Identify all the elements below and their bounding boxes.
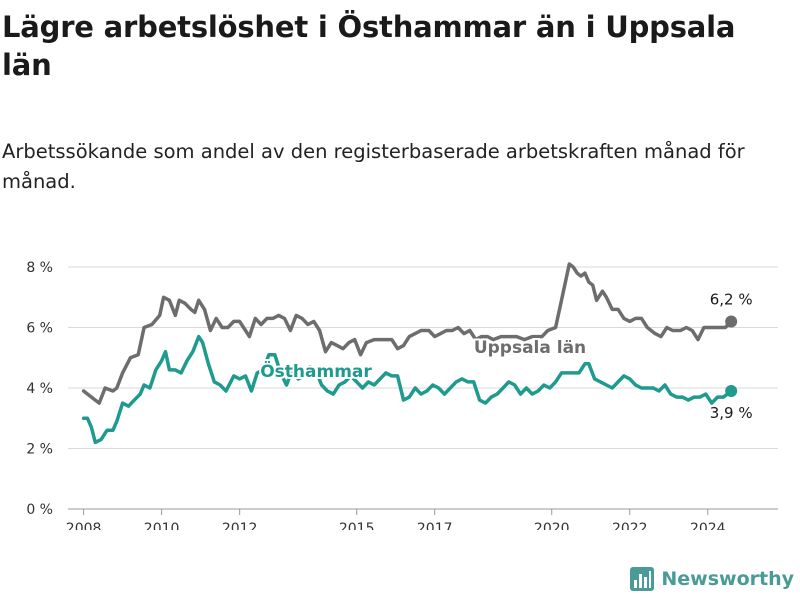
series-end-point — [725, 385, 738, 398]
page-subtitle: Arbetssökande som andel av den registerb… — [2, 140, 745, 193]
y-tick-label: 4 % — [26, 381, 53, 397]
y-tick-label: 8 % — [26, 260, 53, 276]
series-end-label: 3,9 % — [710, 404, 753, 422]
bar-chart-logo-icon — [630, 567, 655, 591]
series-end-point — [725, 315, 738, 328]
series-labels: Uppsala län 6,2 % Östhammar 3,9 % — [258, 288, 754, 424]
x-tick-label: 2010 — [144, 521, 180, 530]
series-end-label: 6,2 % — [710, 290, 753, 308]
y-tick-label: 2 % — [26, 442, 53, 458]
brand-logo[interactable]: Newsworthy — [629, 564, 794, 594]
x-tick-label: 2017 — [417, 521, 453, 530]
y-tick-label: 0 % — [26, 502, 53, 518]
x-tick-label: 2008 — [66, 521, 102, 530]
brand-name: Newsworthy — [661, 568, 794, 590]
x-tick-label: 2022 — [612, 521, 648, 530]
series-line — [81, 262, 733, 405]
grid-lines — [68, 266, 778, 510]
y-axis: 0 % 2 % 4 % 6 % 8 % — [26, 260, 53, 518]
x-axis: 2008 2010 2012 2015 2017 2020 2022 2024 — [66, 509, 726, 530]
x-tick-label: 2020 — [534, 521, 570, 530]
x-tick-label: 2012 — [222, 521, 258, 530]
series-lines — [81, 262, 738, 445]
page-title: Lägre arbetslöshet i Östhammar än i Upps… — [2, 10, 736, 82]
series-name-label: Östhammar — [260, 360, 372, 382]
series-name-label: Uppsala län — [474, 338, 586, 358]
y-tick-label: 6 % — [26, 321, 53, 337]
x-tick-label: 2024 — [690, 521, 726, 530]
x-tick-label: 2015 — [339, 521, 375, 530]
line-chart: 0 % 2 % 4 % 6 % 8 % 2008 2010 2012 2015 2017 2020… — [26, 260, 778, 530]
series-line — [81, 334, 733, 445]
